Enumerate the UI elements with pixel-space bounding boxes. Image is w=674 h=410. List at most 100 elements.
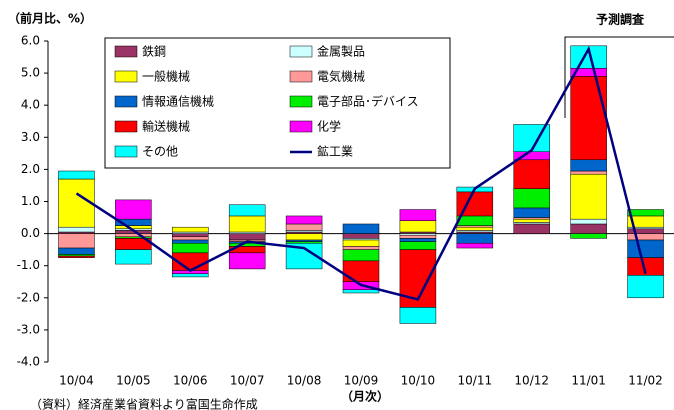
bar-segment [570,233,607,239]
legend-swatch [289,95,313,108]
x-tick-label: 10/08 [287,374,322,388]
bar-segment [342,223,380,234]
bar-segment [172,226,209,233]
x-tick-label: 10/06 [173,374,208,388]
bar-segment [285,223,323,231]
bar-segment [456,215,494,226]
bar-segment [172,273,209,278]
legend-swatch [114,95,138,108]
bar-segment [115,233,152,238]
bar-segment [399,241,437,250]
bar-segment [58,226,95,233]
bar-segment [58,233,95,249]
bar-segment [58,247,95,255]
bar-segment [228,233,266,241]
y-tick-label: -3.0 [17,322,40,336]
bar-segment [172,239,209,244]
legend-swatch [114,120,138,133]
bar-segment [228,252,266,270]
bar-segment [228,204,266,217]
y-tick-label: 4.0 [21,98,40,112]
bar-segment [399,234,437,239]
bar-segment [513,218,550,223]
bar-segment [115,225,152,230]
bar-segment [172,236,209,241]
bar-segment [570,76,607,161]
x-axis-label: （月次） [341,389,389,404]
legend-swatch [114,45,138,58]
bar-segment [285,233,323,241]
legend-label: 鉄鋼 [142,44,166,59]
bar-segment [627,228,664,234]
legend-swatch [114,145,138,158]
bar-segment [570,159,607,172]
legend-label: 輸送機械 [142,119,190,134]
annotation: 予測調査 [596,12,645,27]
bar-segment [285,215,323,225]
legend-swatch [289,120,313,133]
x-tick-label: 10/10 [401,374,436,388]
y-tick-label: 3.0 [21,130,40,144]
bar-segment [228,215,266,233]
bar-segment [399,209,437,222]
bar-segment [342,246,380,250]
bar-segment [570,223,607,234]
line-series [75,45,647,301]
legend-label: 化学 [317,119,341,134]
y-tick-label: -4.0 [17,355,40,369]
x-tick-label: 10/05 [116,374,151,388]
bar-segment [342,239,380,247]
legend-label: その他 [142,145,178,159]
source-note: （資料）経済産業省資料より富国生命作成 [30,397,258,410]
x-tick-label: 10/07 [230,374,265,388]
legend-swatch [289,70,313,83]
legend-swatch [114,70,138,83]
bar-segment [342,233,380,239]
y-tick-label: 6.0 [21,34,40,48]
x-tick-label: 11/02 [628,374,663,388]
bar-segment [342,289,380,294]
bar-segment [399,220,437,233]
bar-segment [570,218,607,225]
bar-segment [627,239,664,258]
bar-segment [58,170,95,180]
bar-segment [399,307,437,324]
bar-segment [399,238,437,242]
bar-segment [627,209,664,217]
y-tick-label: -1.0 [17,258,40,272]
x-tick-label: 11/01 [571,374,606,388]
bar-segment [172,242,209,254]
legend-label: 電気機械 [317,69,365,84]
x-tick-label: 10/09 [344,374,379,388]
y-tick-label: 1.0 [21,194,40,208]
legend-label: 電子部品･デバイス [317,94,419,109]
bar-segment [456,242,494,249]
legend-swatch [289,45,313,58]
bar-segment [513,223,550,234]
bar-segment [58,255,95,258]
bar-segment [513,188,550,209]
y-tick-label: -2.0 [17,290,40,304]
bar-segment [342,260,380,283]
bar-segment [570,173,607,220]
bar-segment [342,249,380,262]
legend-label: 情報通信機械 [142,94,214,109]
legend-label: 金属製品 [317,44,365,59]
bar-segment [513,207,550,218]
y-axis-label: （前月比、%） [8,11,92,26]
y-tick-label: 5.0 [21,66,40,80]
x-tick-label: 10/11 [458,374,493,388]
bar-segment [115,199,152,220]
bar-segment [513,159,550,189]
bar-segment [456,233,494,244]
bar-segment [58,178,95,228]
legend-box [104,37,451,169]
x-tick-label: 10/04 [59,374,94,388]
bar-segment [570,170,607,175]
x-tick-label: 10/12 [514,374,549,388]
bar-segment [456,226,494,231]
y-tick-label: 2.0 [21,162,40,176]
bar-segment [627,233,664,241]
bar-segment [172,233,209,238]
